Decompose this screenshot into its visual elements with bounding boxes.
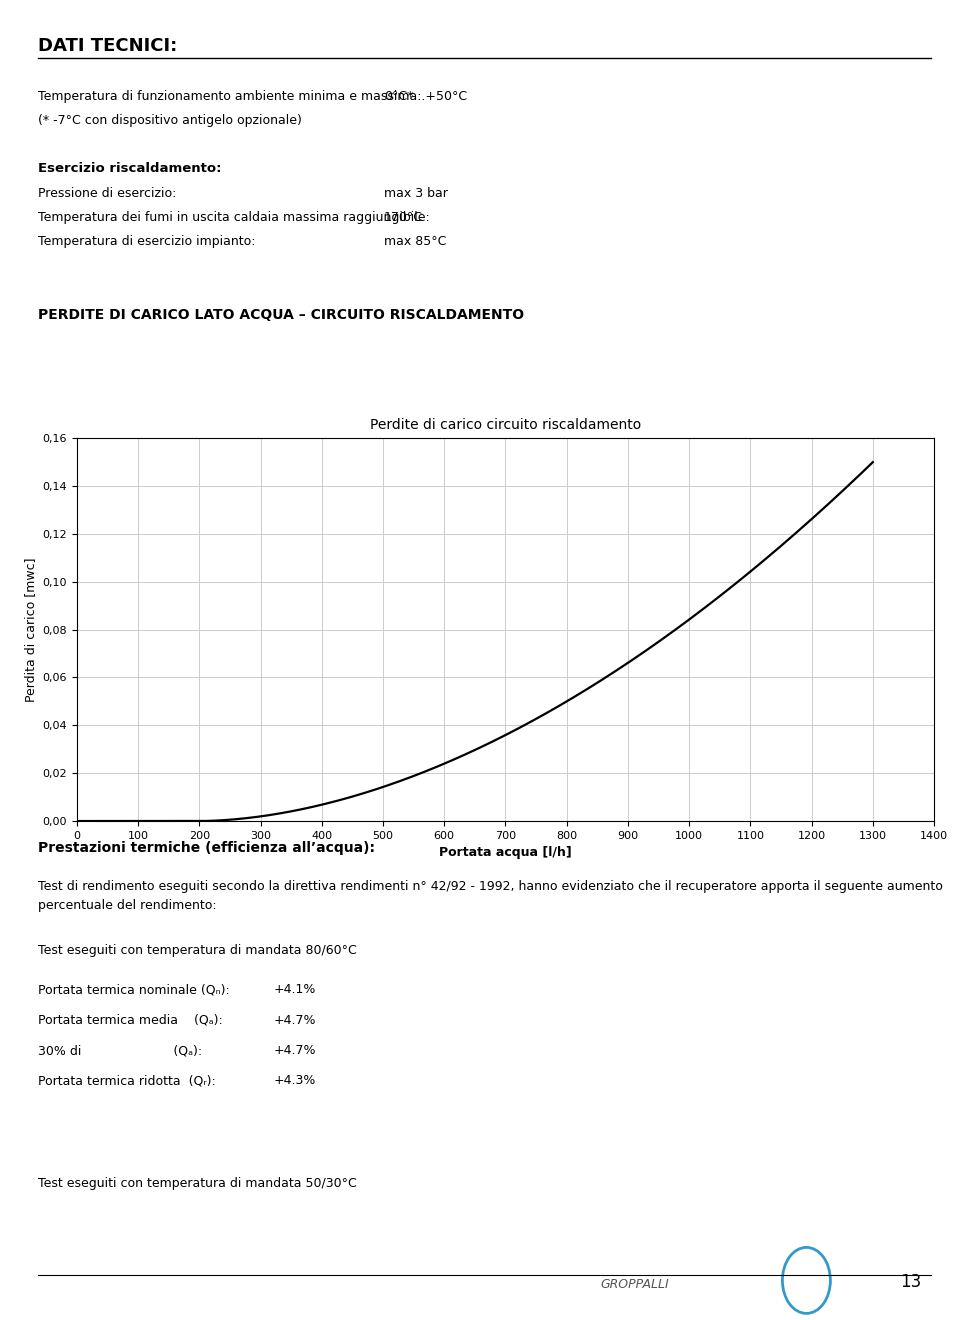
Text: Temperatura di funzionamento ambiente minima e massima:: Temperatura di funzionamento ambiente mi… (38, 90, 421, 103)
Text: GROPPALLI: GROPPALLI (600, 1278, 669, 1291)
Text: 170°C: 170°C (384, 211, 423, 224)
Text: Temperatura di esercizio impianto:: Temperatura di esercizio impianto: (38, 235, 256, 248)
Text: DATI TECNICI:: DATI TECNICI: (38, 37, 178, 55)
Text: 13: 13 (900, 1272, 922, 1291)
Text: +4.7%: +4.7% (274, 1044, 316, 1057)
Text: Portata termica media    (Qₐ):: Portata termica media (Qₐ): (38, 1014, 223, 1027)
Text: PERDITE DI CARICO LATO ACQUA – CIRCUITO RISCALDAMENTO: PERDITE DI CARICO LATO ACQUA – CIRCUITO … (38, 308, 524, 322)
Text: Esercizio riscaldamento:: Esercizio riscaldamento: (38, 162, 222, 176)
Text: Temperatura dei fumi in uscita caldaia massima raggiungibile:: Temperatura dei fumi in uscita caldaia m… (38, 211, 430, 224)
Text: Prestazioni termiche (efficienza all’acqua):: Prestazioni termiche (efficienza all’acq… (38, 841, 375, 855)
Text: +4.3%: +4.3% (274, 1074, 316, 1088)
Title: Perdite di carico circuito riscaldamento: Perdite di carico circuito riscaldamento (370, 417, 641, 432)
X-axis label: Portata acqua [l/h]: Portata acqua [l/h] (439, 846, 572, 859)
Text: max 85°C: max 85°C (384, 235, 446, 248)
Text: Pressione di esercizio:: Pressione di esercizio: (38, 187, 177, 201)
Text: Test eseguiti con temperatura di mandata 50/30°C: Test eseguiti con temperatura di mandata… (38, 1177, 357, 1191)
Text: 0°C*...+50°C: 0°C*...+50°C (384, 90, 468, 103)
Text: 30% di                       (Qₐ):: 30% di (Qₐ): (38, 1044, 203, 1057)
Y-axis label: Perdita di carico [mwc]: Perdita di carico [mwc] (24, 557, 36, 702)
Text: (* -7°C con dispositivo antigelo opzionale): (* -7°C con dispositivo antigelo opziona… (38, 114, 302, 127)
Text: Portata termica nominale (Qₙ):: Portata termica nominale (Qₙ): (38, 983, 230, 997)
Text: Portata termica ridotta  (Qᵣ):: Portata termica ridotta (Qᵣ): (38, 1074, 216, 1088)
Text: max 3 bar: max 3 bar (384, 187, 448, 201)
Text: Test di rendimento eseguiti secondo la direttiva rendimenti n° 42/92 - 1992, han: Test di rendimento eseguiti secondo la d… (38, 880, 944, 912)
Text: Test eseguiti con temperatura di mandata 80/60°C: Test eseguiti con temperatura di mandata… (38, 944, 357, 957)
Text: +4.7%: +4.7% (274, 1014, 316, 1027)
Text: +4.1%: +4.1% (274, 983, 316, 997)
